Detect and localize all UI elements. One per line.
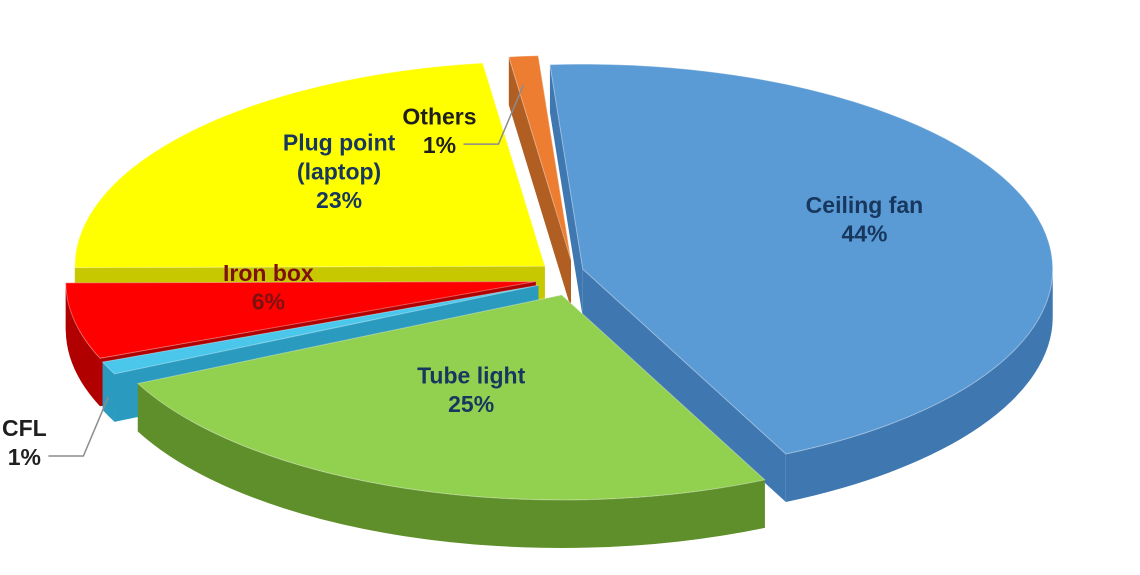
slice-top-tube-light [136, 294, 766, 501]
slice-tube-light [136, 294, 766, 548]
data-label-others: 1% [423, 132, 456, 158]
slice-wall-ceiling-fan [549, 64, 583, 318]
slice-top-others [508, 55, 572, 261]
slice-top-ceiling-fan [549, 63, 1054, 455]
slice-top-iron-box [65, 280, 536, 359]
category-label-plug-point-laptop: Plug point [283, 130, 396, 156]
data-label-cfl: 1% [8, 444, 41, 470]
category-label-others: Others [402, 103, 476, 129]
slice-side-ceiling-fan [785, 269, 1053, 502]
category-label-cfl: CFL [2, 415, 47, 441]
leader-lines [48, 84, 525, 457]
category-label-plug-point-laptop: (laptop) [297, 158, 381, 184]
slice-side-iron-box [65, 282, 100, 407]
labels-layer: Ceiling fan 44% Tube light 25% CFL 1% Iron box… [2, 103, 923, 470]
data-label-tube-light: 25% [448, 391, 494, 417]
slice-wall-others [508, 56, 571, 309]
data-label-ceiling-fan: 44% [841, 221, 887, 247]
slice-top-cfl [101, 284, 539, 375]
slice-side-cfl [102, 362, 115, 422]
category-label-ceiling-fan: Ceiling fan [806, 192, 924, 218]
data-label-iron-box: 6% [252, 289, 285, 315]
slice-top-plug-point-laptop [74, 62, 546, 269]
leader-line-cfl [48, 396, 110, 457]
slice-others [508, 55, 572, 309]
leader-line-others [463, 84, 525, 145]
slice-wall-ceiling-fan [582, 269, 786, 502]
category-label-tube-light: Tube light [417, 362, 526, 388]
data-label-plug-point-laptop: 23% [316, 187, 362, 213]
slice-side-tube-light [137, 383, 765, 548]
slice-ceiling-fan [549, 63, 1054, 502]
slices-layer [65, 55, 1054, 548]
category-label-iron-box: Iron box [223, 260, 314, 286]
